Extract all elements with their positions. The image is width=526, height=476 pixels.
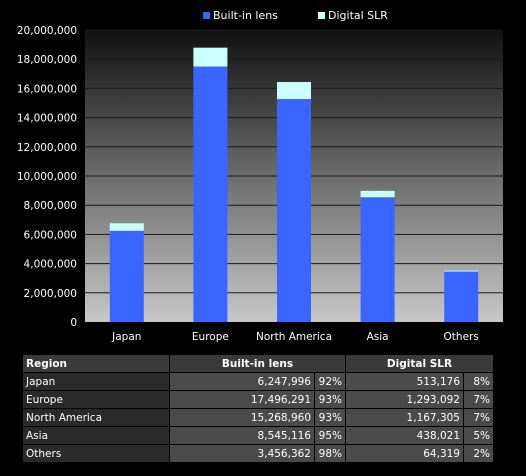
bar-builtin-lens [360, 197, 395, 322]
x-axis: Japan Europe North America Asia Others [111, 331, 479, 343]
cell-slr: 1,167,305 [345, 408, 464, 427]
cell-builtin: 3,456,362 [169, 444, 315, 463]
y-tick-label: 16,000,000 [17, 83, 77, 95]
legend-label-slr: Digital SLR [328, 9, 388, 22]
cell-slr-pct: 8% [463, 372, 494, 391]
header-builtin: Built-in lens [169, 354, 346, 373]
table-row: North America 15,268,960 93% 1,167,305 7… [22, 408, 494, 427]
y-tick-label: 8,000,000 [24, 200, 77, 212]
table-row: Others 3,456,362 98% 64,319 2% [22, 444, 494, 463]
x-tick-label: Others [444, 331, 479, 343]
bar-digital-slr [109, 223, 144, 231]
data-table: Region Built-in lens Digital SLR Japan 6… [22, 354, 494, 463]
cell-builtin-pct: 92% [314, 372, 346, 391]
bar-builtin-lens [109, 230, 144, 322]
y-tick-label: 12,000,000 [17, 142, 77, 154]
cell-slr-pct: 2% [463, 444, 494, 463]
bar-builtin-lens [193, 66, 228, 322]
cell-builtin-pct: 93% [314, 390, 346, 409]
cell-builtin-pct: 95% [314, 426, 346, 445]
y-tick-label: 4,000,000 [24, 259, 77, 271]
y-tick-label: 14,000,000 [17, 113, 77, 125]
cell-slr-pct: 7% [463, 390, 494, 409]
cell-region: North America [22, 408, 170, 427]
stacked-bar-chart: 0 2,000,000 4,000,000 6,000,000 8,000,000 10,… [17, 25, 503, 343]
cell-slr: 513,176 [345, 372, 464, 391]
y-tick-label: 0 [70, 317, 77, 329]
cell-region: Europe [22, 390, 170, 409]
legend-item-slr: Digital SLR [318, 9, 388, 23]
table-row: Asia 8,545,116 95% 438,021 5% [22, 426, 494, 445]
cell-slr-pct: 5% [463, 426, 494, 445]
x-tick-label: Japan [111, 331, 141, 343]
cell-builtin: 6,247,996 [169, 372, 315, 391]
table-header-row: Region Built-in lens Digital SLR [22, 354, 494, 373]
legend-item-builtin: Built-in lens [203, 9, 278, 23]
legend-swatch-builtin [203, 12, 210, 19]
cell-slr-pct: 7% [463, 408, 494, 427]
y-tick-label: 10,000,000 [17, 171, 77, 183]
y-tick-label: 2,000,000 [24, 288, 77, 300]
bars [109, 47, 479, 322]
y-tick-label: 18,000,000 [17, 54, 77, 66]
bar-digital-slr [277, 82, 311, 100]
legend-swatch-slr [318, 12, 325, 19]
bar-builtin-lens [277, 99, 311, 322]
x-tick-label: North America [256, 331, 332, 343]
table-row: Europe 17,496,291 93% 1,293,092 7% [22, 390, 494, 409]
bar-builtin-lens [444, 271, 479, 322]
cell-builtin-pct: 93% [314, 408, 346, 427]
cell-slr: 438,021 [345, 426, 464, 445]
cell-region: Others [22, 444, 170, 463]
x-tick-label: Europe [192, 331, 229, 343]
bar-digital-slr [360, 190, 395, 198]
legend-label-builtin: Built-in lens [213, 9, 278, 22]
cell-builtin: 17,496,291 [169, 390, 315, 409]
x-tick-label: Asia [367, 331, 389, 343]
cell-slr: 64,319 [345, 444, 464, 463]
cell-region: Japan [22, 372, 170, 391]
cell-slr: 1,293,092 [345, 390, 464, 409]
header-slr: Digital SLR [345, 354, 494, 373]
bar-digital-slr [444, 270, 479, 272]
cell-builtin: 15,268,960 [169, 408, 315, 427]
cell-builtin: 8,545,116 [169, 426, 315, 445]
cell-region: Asia [22, 426, 170, 445]
legend: Built-in lens Digital SLR [0, 9, 526, 25]
y-tick-label: 20,000,000 [17, 25, 77, 37]
cell-builtin-pct: 98% [314, 444, 346, 463]
bar-digital-slr [193, 47, 228, 67]
table-row: Japan 6,247,996 92% 513,176 8% [22, 372, 494, 391]
y-tick-label: 6,000,000 [24, 229, 77, 241]
header-region: Region [22, 354, 170, 373]
y-axis: 0 2,000,000 4,000,000 6,000,000 8,000,000 10,… [17, 25, 77, 329]
